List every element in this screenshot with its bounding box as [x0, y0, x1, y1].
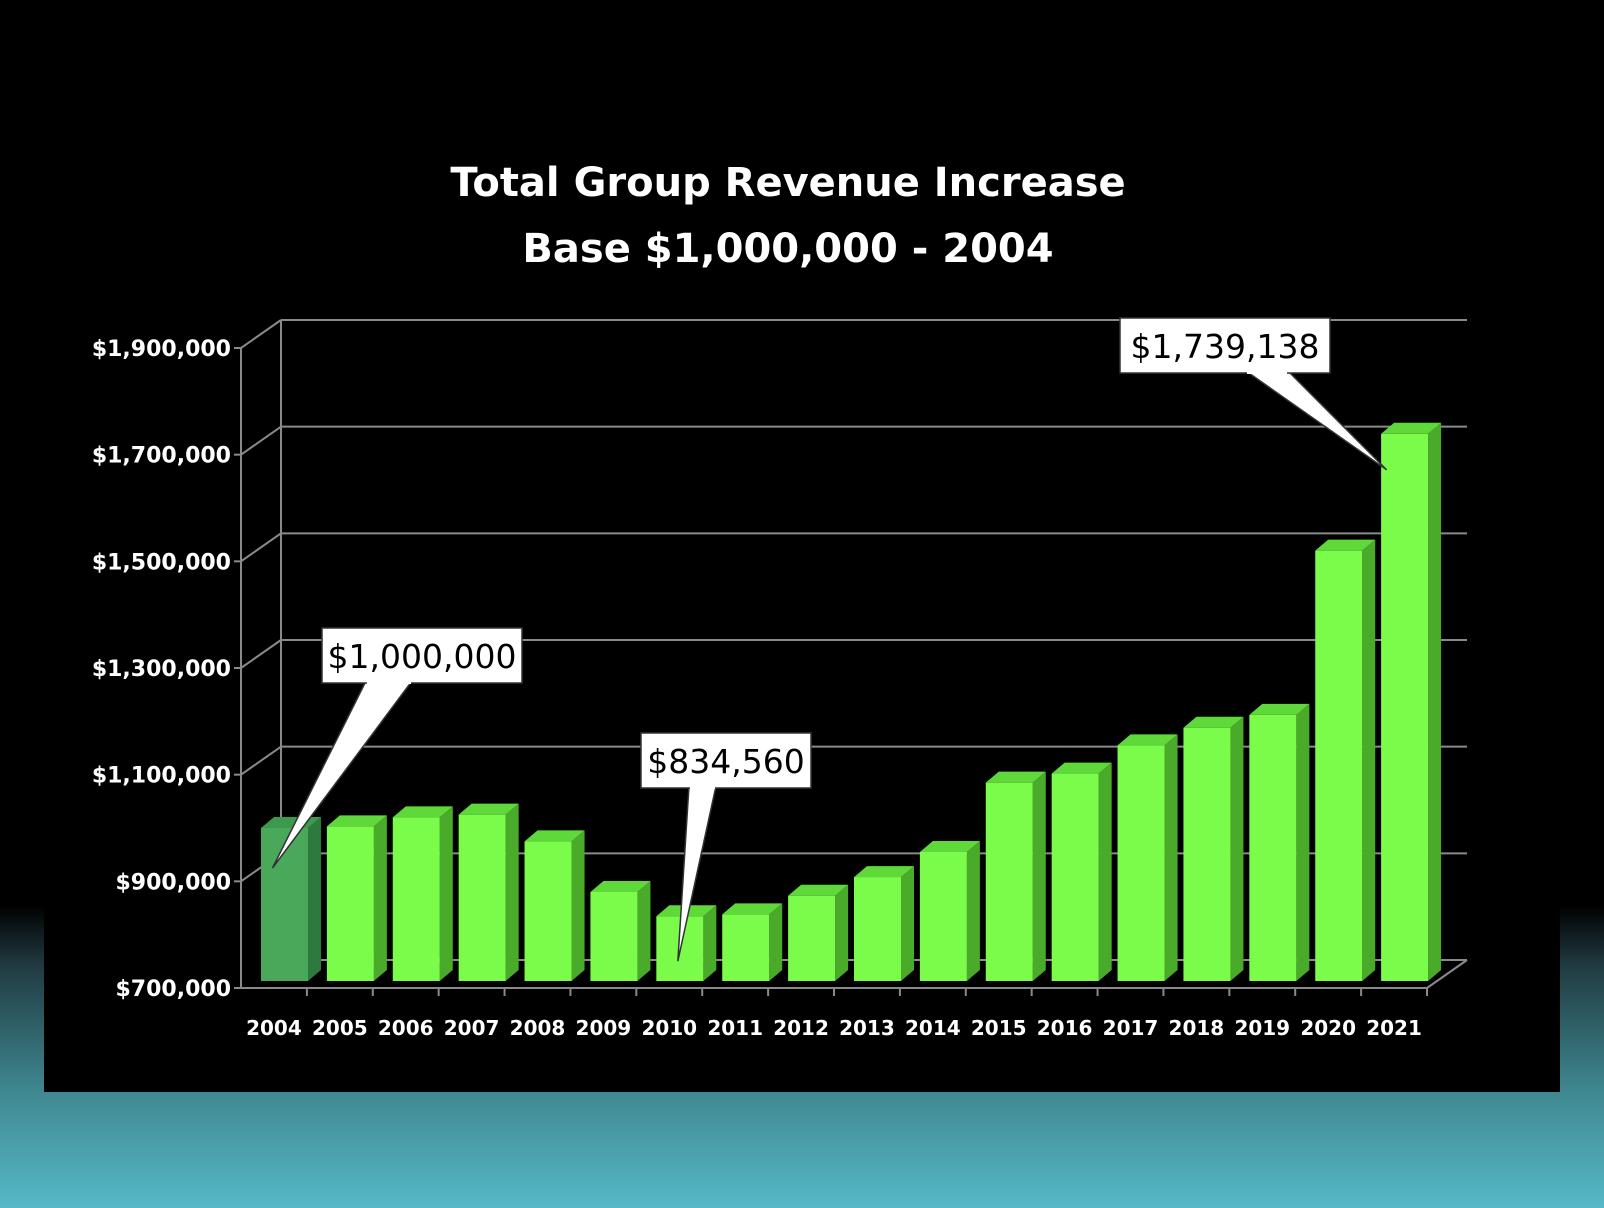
bar-side	[571, 830, 585, 981]
bar-layer	[261, 422, 1442, 981]
bar-side	[1164, 734, 1178, 981]
bar	[985, 782, 1033, 981]
bar-top	[1315, 539, 1376, 551]
callout-join	[1247, 370, 1287, 374]
gridline-slant	[240, 532, 282, 563]
bar-side	[901, 866, 914, 981]
bar-top	[590, 881, 651, 892]
bar	[722, 914, 770, 981]
bar-top	[985, 771, 1046, 783]
chart-subtitle: Base $1,000,000 - 2004	[522, 226, 1053, 272]
y-tick-label: $700,000	[115, 977, 231, 1002]
x-tick-label: 2011	[707, 1016, 763, 1040]
bar	[788, 895, 836, 981]
bar	[326, 826, 374, 981]
bar	[1051, 773, 1099, 981]
bar-top	[1117, 734, 1178, 746]
bar-top	[1249, 703, 1310, 715]
bar	[1249, 714, 1297, 981]
callout-join	[690, 785, 715, 789]
bar-top	[392, 806, 453, 818]
bar-top	[524, 830, 585, 842]
x-tick-label: 2020	[1300, 1016, 1356, 1040]
y-tick-label: $1,700,000	[92, 444, 231, 469]
bar	[458, 814, 506, 981]
bar-top	[458, 803, 519, 815]
bar	[590, 892, 638, 981]
bar	[524, 841, 572, 981]
bar-side	[1032, 771, 1046, 981]
bar-side	[1098, 762, 1112, 981]
bar-top	[326, 815, 387, 827]
x-tick-label: 2018	[1169, 1016, 1225, 1040]
bar-top	[788, 884, 849, 896]
bar	[261, 828, 308, 981]
bar-side	[505, 803, 519, 981]
chart-slide: Total Group Revenue Increase Base $1,000…	[44, 0, 1560, 1092]
bar-side	[1230, 716, 1244, 981]
bar-side	[1296, 703, 1310, 981]
x-tick-label: 2017	[1103, 1016, 1159, 1040]
x-tick-label: 2012	[773, 1016, 829, 1040]
revenue-bar-chart: Total Group Revenue Increase Base $1,000…	[92, 160, 1468, 1040]
x-tick-label: 2016	[1037, 1016, 1093, 1040]
bar	[1315, 550, 1363, 981]
gridline-slant	[240, 639, 282, 669]
gridline-slant	[240, 745, 282, 776]
callout-box	[640, 732, 812, 789]
bar-side	[769, 903, 783, 981]
bar-top	[722, 903, 783, 915]
x-tick-label: 2006	[378, 1016, 434, 1040]
axis-layer: $700,000 $900,000 $1,100,000 $1,300,000 $1,5…	[92, 320, 1468, 1040]
bar-top	[1381, 422, 1442, 434]
x-tick-label: 2008	[510, 1016, 566, 1040]
callout-box	[321, 627, 523, 684]
floor-right-edge	[1426, 959, 1468, 989]
bar	[392, 817, 440, 981]
y-tick-label: $1,300,000	[92, 657, 231, 682]
x-tick-label: 2007	[444, 1016, 500, 1040]
bar-side	[1362, 539, 1376, 981]
callout-box	[1119, 317, 1331, 374]
x-tick-label: 2015	[971, 1016, 1027, 1040]
bar-side	[439, 806, 453, 981]
callout-label: $1,000,000	[328, 637, 517, 676]
bar-side	[637, 881, 651, 981]
bar-side	[1428, 422, 1442, 981]
chart-title: Total Group Revenue Increase	[450, 160, 1125, 206]
bar-top	[1183, 716, 1244, 728]
y-tick-label: $1,100,000	[92, 764, 231, 789]
x-tick-label: 2014	[905, 1016, 961, 1040]
callout-pointer	[1243, 370, 1388, 471]
bar-side	[308, 817, 321, 981]
x-tick-label: 2019	[1234, 1016, 1290, 1040]
bar	[1183, 727, 1231, 981]
bar-side	[703, 905, 717, 981]
bar-side	[835, 884, 849, 981]
x-tick-label: 2021	[1366, 1016, 1422, 1040]
x-tick-label: 2009	[576, 1016, 632, 1040]
bar	[1117, 745, 1165, 981]
x-tick-label: 2010	[641, 1016, 697, 1040]
y-tick-label: $1,900,000	[92, 337, 231, 362]
bar-side	[373, 815, 387, 981]
y-tick-label: $900,000	[115, 870, 231, 895]
gridline-slant	[240, 319, 282, 349]
gridline-slant	[240, 425, 282, 456]
bar	[919, 852, 967, 981]
callout-join	[367, 680, 411, 684]
y-tick-label: $1,500,000	[92, 550, 231, 575]
bar	[854, 877, 901, 981]
x-tick-label: 2013	[839, 1016, 895, 1040]
callout-layer: $1,000,000 $834,560 $1,739,138	[271, 317, 1388, 962]
bar-top	[919, 841, 980, 852]
x-tick-label: 2005	[312, 1016, 368, 1040]
callout-label: $834,560	[647, 742, 804, 781]
bar-side	[966, 841, 980, 981]
bar-top	[1051, 762, 1112, 774]
bar	[1381, 433, 1429, 981]
x-tick-label: 2004	[246, 1016, 302, 1040]
callout-label: $1,739,138	[1131, 327, 1320, 366]
bar-top	[854, 866, 914, 878]
